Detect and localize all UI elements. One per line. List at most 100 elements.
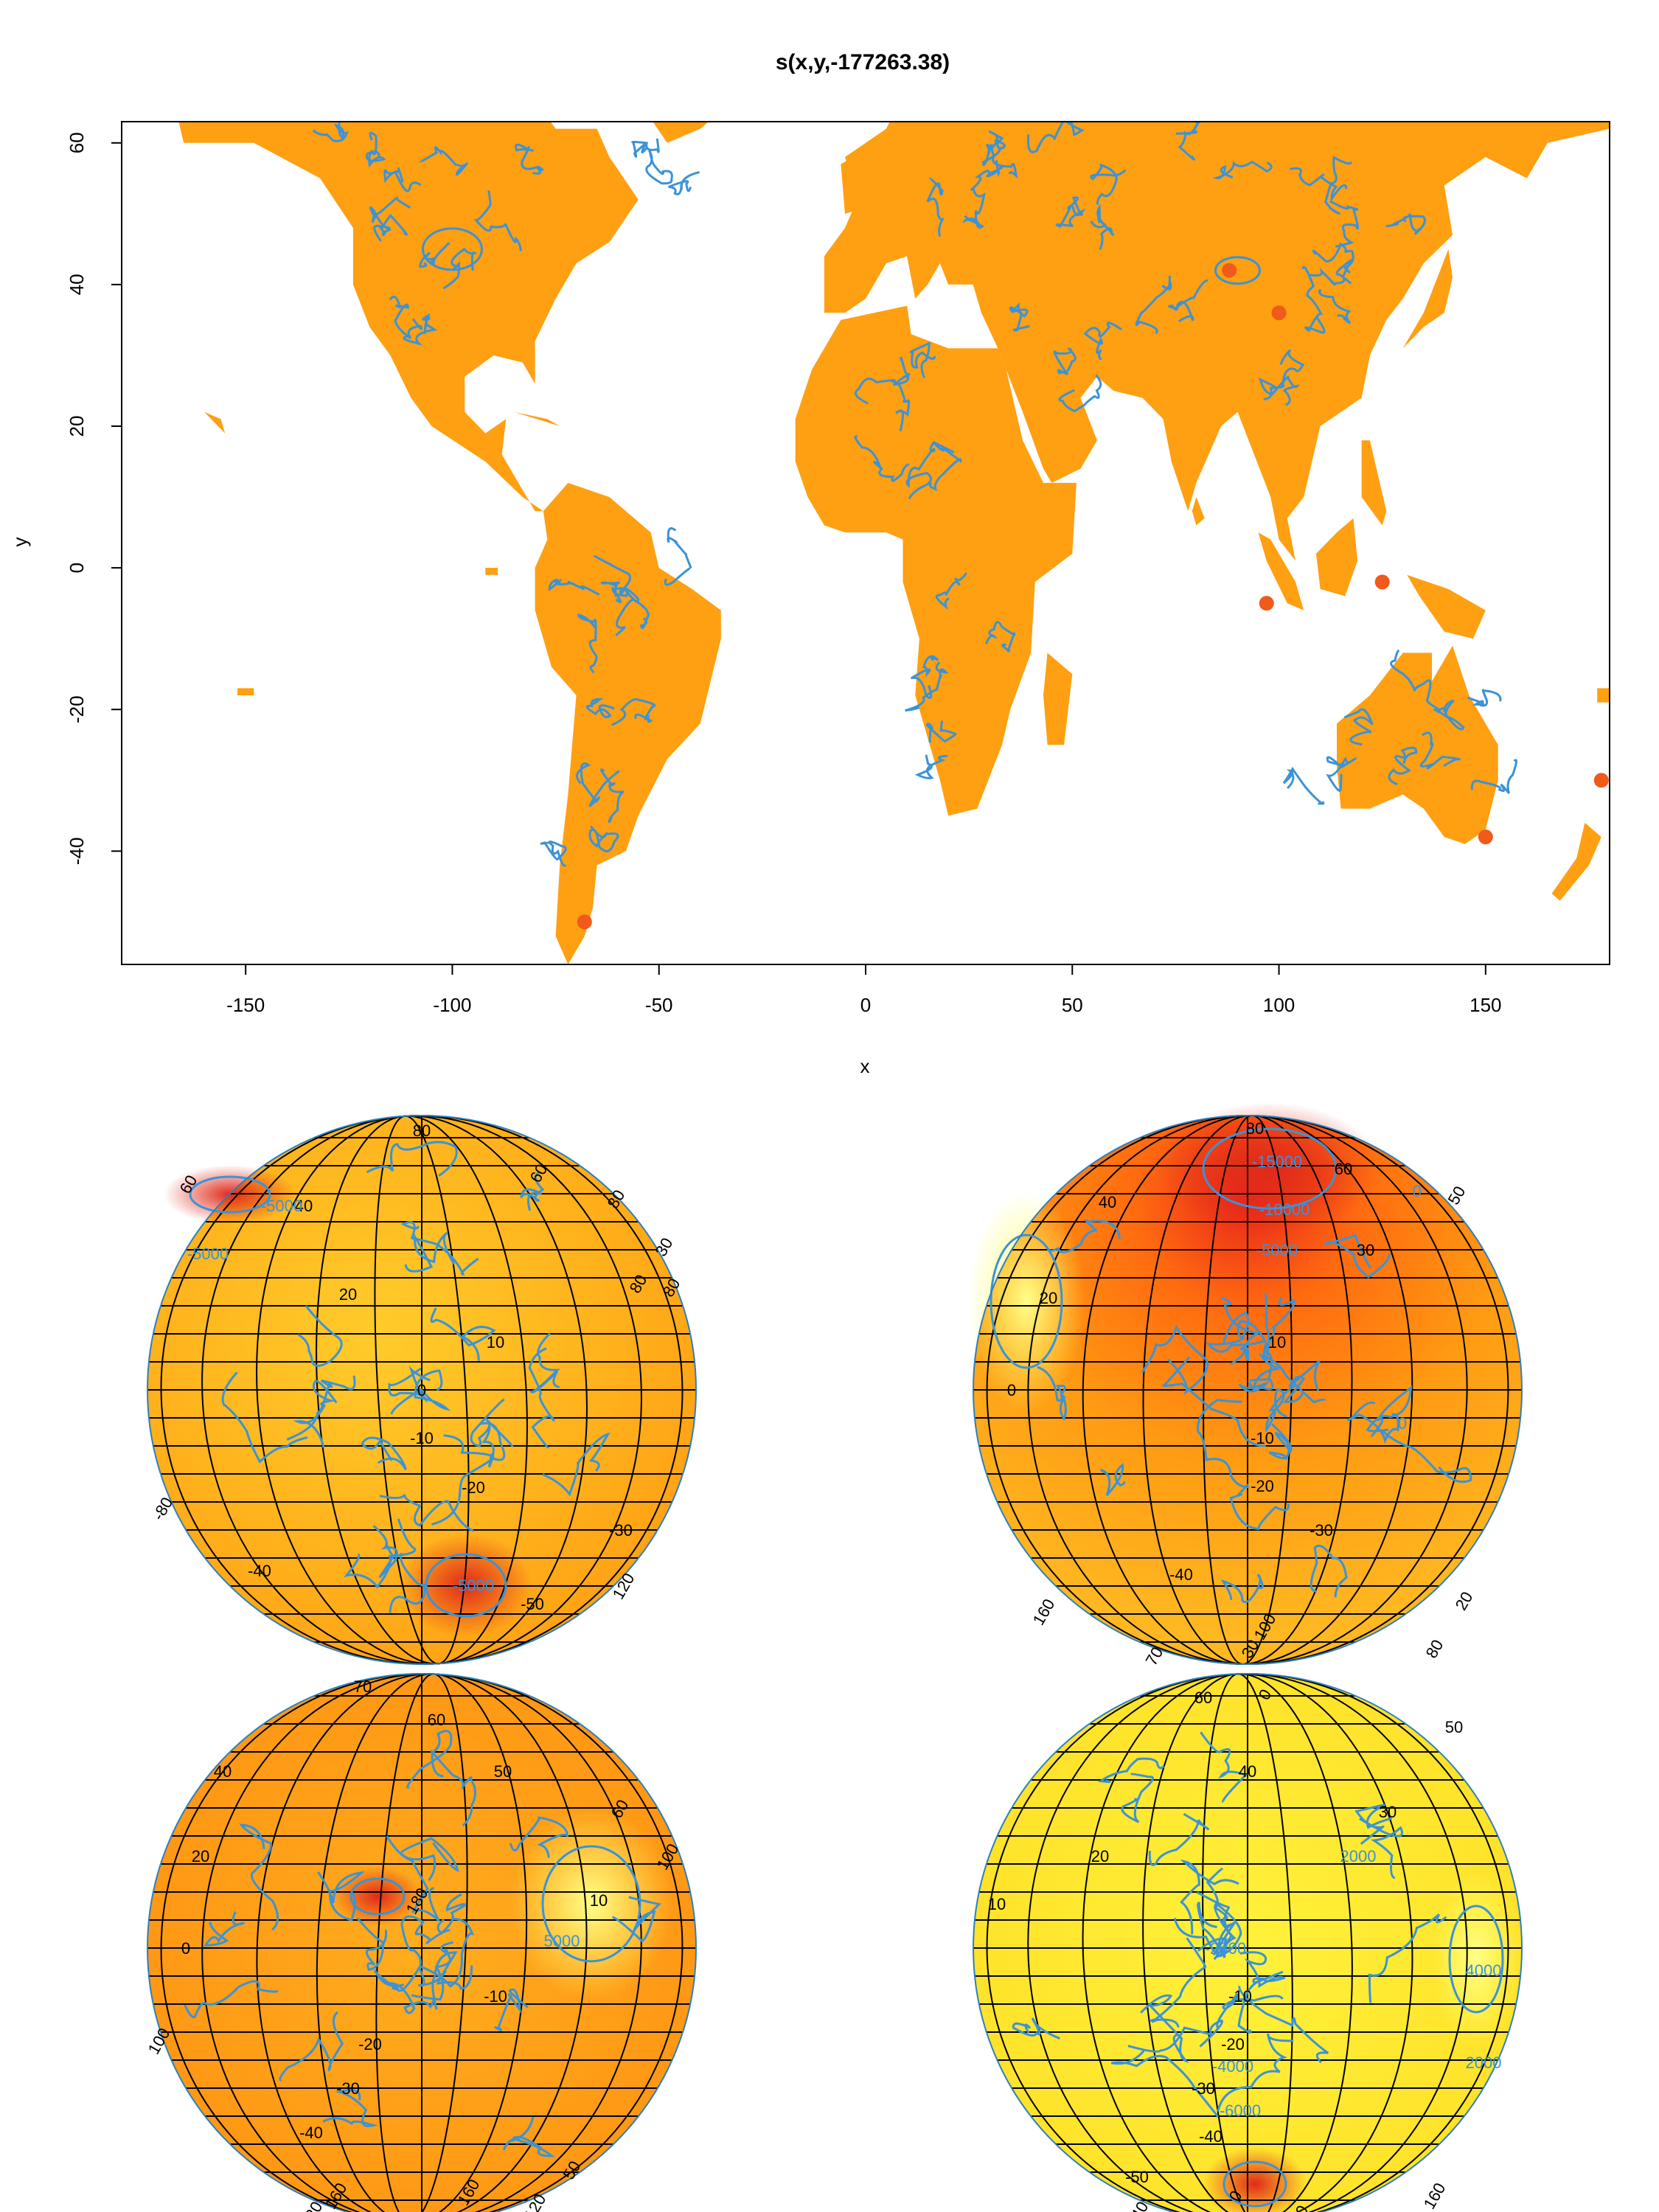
contour-label: 2000 — [1466, 2053, 1502, 2072]
contour-line — [1265, 1384, 1297, 1433]
latitude-label: 50 — [1445, 1718, 1463, 1736]
longitude-label: 80 — [1422, 1636, 1447, 1661]
latitude-label: 60 — [1335, 1160, 1352, 1178]
contour-line — [189, 1175, 271, 1214]
contour-label: -10000 — [1259, 1200, 1310, 1219]
latitude-label: 10 — [487, 1333, 504, 1352]
latitude-label: 60 — [1194, 1688, 1212, 1707]
contour-line — [1301, 265, 1326, 334]
y-tick-label: 20 — [66, 416, 88, 437]
contour-line — [1037, 1366, 1067, 1421]
land-sri-lanka — [1192, 497, 1205, 526]
latitude-label: 0 — [1007, 1381, 1016, 1399]
contour-line — [1433, 699, 1465, 731]
contour-line — [1221, 78, 1256, 118]
contour-line — [425, 1553, 507, 1618]
contour-line — [515, 143, 544, 175]
contour-line — [1310, 258, 1354, 286]
contour-line — [548, 578, 600, 596]
contour-line — [905, 661, 949, 712]
contour-line — [1026, 122, 1085, 153]
longitude-label: 160 — [1419, 2180, 1449, 2212]
contour-line — [593, 554, 640, 603]
land-greenland — [653, 122, 709, 143]
contour-line — [369, 196, 411, 231]
x-axis: -150 -100 -50 0 50 100 150 — [226, 964, 1502, 1016]
contour-line — [962, 187, 986, 229]
globe-outline — [973, 1115, 1523, 1665]
contour-line — [389, 296, 423, 340]
contour-line — [437, 1893, 467, 1935]
contour-line — [373, 213, 408, 242]
land-heatmap — [178, 122, 1610, 964]
contour-line — [914, 754, 948, 779]
contour-line — [1148, 1812, 1209, 1866]
contour-line — [442, 247, 478, 290]
contour-line — [279, 2011, 344, 2081]
contour-line — [411, 1941, 453, 2001]
latitude-label: 60 — [428, 1711, 445, 1729]
contour-line — [1168, 279, 1208, 322]
contour-line — [1175, 122, 1201, 161]
contour-line — [631, 138, 660, 158]
contour-lines — [312, 78, 1517, 867]
latitude-label: 30 — [1357, 1241, 1374, 1259]
contour-line — [1346, 1401, 1399, 1444]
contour-line — [1053, 347, 1077, 375]
contour-line — [1206, 1868, 1236, 1956]
land-cuba — [514, 411, 560, 426]
contour-line — [419, 242, 451, 268]
latitude-label: -40 — [299, 2124, 323, 2142]
contour-line — [1213, 1902, 1242, 1961]
contour-line — [1212, 160, 1273, 179]
contour-line — [1282, 1360, 1321, 1403]
contour-line — [990, 1234, 1063, 1369]
contour-line — [1324, 1234, 1391, 1279]
contour-line — [317, 1871, 365, 1921]
contour-line — [854, 435, 910, 482]
contour-line — [421, 227, 483, 271]
contour-line — [419, 146, 469, 176]
contour-line — [982, 144, 1018, 179]
contour-line — [356, 1917, 388, 1971]
contour-line — [1324, 156, 1352, 215]
contour-line — [349, 1877, 406, 1916]
contour-line — [493, 1988, 529, 2032]
land-galapagos — [485, 568, 498, 575]
land-uk — [841, 157, 870, 214]
contour-line — [926, 178, 945, 237]
contour-line — [411, 1918, 474, 1988]
contour-line — [366, 1141, 458, 1178]
latitude-label: 30 — [1379, 1803, 1397, 1821]
latitude-label: -30 — [609, 1521, 633, 1540]
latitude-label: -10 — [1251, 1429, 1274, 1447]
contour-line — [1090, 164, 1127, 206]
contour-line — [1058, 374, 1102, 413]
globe-outline — [973, 1673, 1523, 2212]
contour-line — [1419, 731, 1461, 770]
contour-line — [1470, 759, 1517, 794]
contour-line — [1149, 1937, 1207, 2028]
latitude-label: 20 — [1040, 1289, 1057, 1307]
land-madagascar — [1043, 653, 1073, 745]
contour-line — [322, 2089, 378, 2127]
contour-line — [599, 768, 625, 824]
y-tick-label: 40 — [66, 274, 88, 295]
contour-line — [541, 1845, 641, 1963]
contour-line — [615, 598, 650, 636]
contour-line — [529, 1332, 560, 1394]
contour-line — [585, 698, 615, 718]
x-tick-label: -50 — [645, 994, 673, 1016]
contour-line — [542, 1432, 611, 1497]
contour-line — [1318, 288, 1352, 324]
contour-line — [473, 190, 522, 251]
latitude-label: -10 — [1228, 1987, 1252, 2006]
contour-line — [1220, 1573, 1264, 1604]
latitude-label: 20 — [192, 1847, 209, 1865]
latitude-label: 80 — [413, 1121, 431, 1140]
contour-line — [389, 1552, 428, 1613]
land-sumatra — [1258, 532, 1304, 611]
land-new-zealand — [1551, 822, 1601, 901]
contour-line — [986, 131, 1006, 156]
